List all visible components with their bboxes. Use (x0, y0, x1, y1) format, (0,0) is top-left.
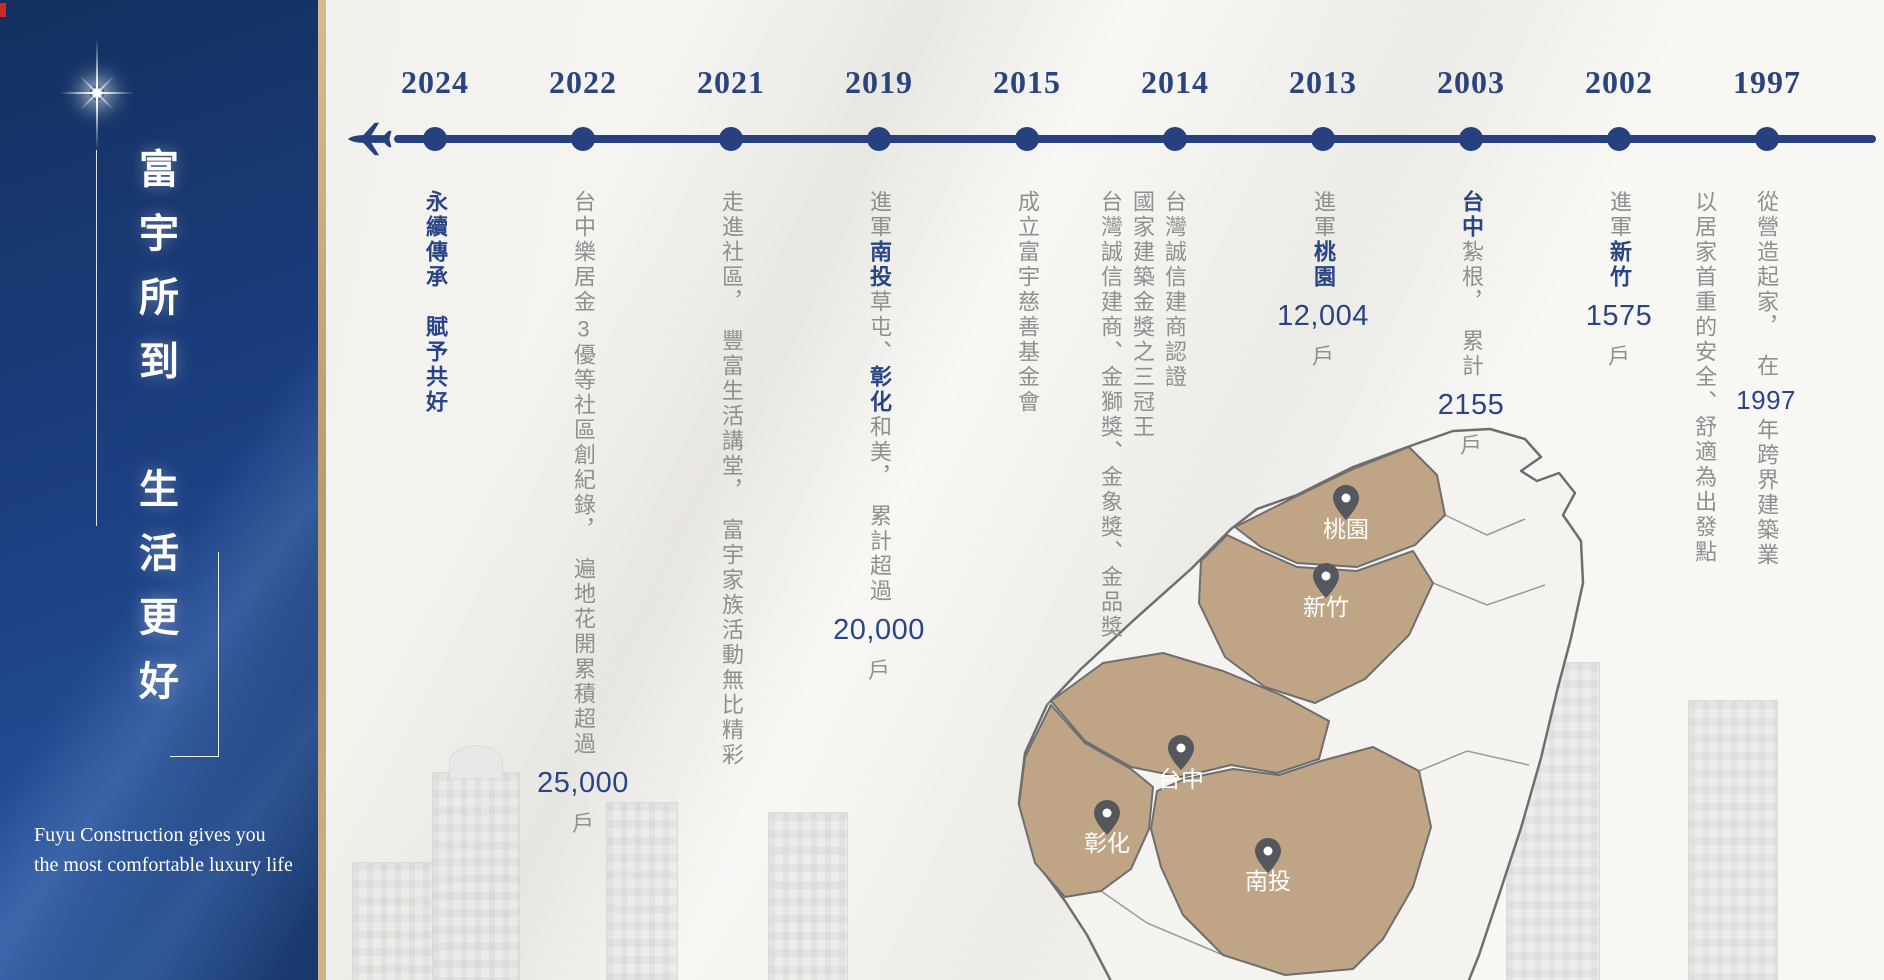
red-corner-mark (0, 3, 6, 17)
entry-2003-text: 台中紮根， 累計 (1458, 190, 1484, 379)
entry-2014: 台灣誠信建商認證 國家建築金獎之三冠王 台灣誠信建商、金獅獎、金象獎、金品獎 (1094, 190, 1190, 640)
timeline-dot (1163, 127, 1187, 151)
entry-2014-text: 台灣誠信建商認證 國家建築金獎之三冠王 台灣誠信建商、金獅獎、金象獎、金品獎 (1098, 190, 1187, 640)
bracket-decoration (170, 756, 219, 757)
entry-2021-text: 走進社區， 豐富生活講堂， 富宇家族活動無比精彩 (719, 190, 744, 768)
year-label-2003: 2003 (1437, 64, 1505, 100)
building-illustration (768, 812, 848, 980)
sidebar-vertical-line (96, 150, 97, 526)
dome-building-illustration (432, 745, 520, 980)
entry-1997-number: 1997 (1736, 385, 1796, 415)
map-pin-taichung: 台中 (1158, 735, 1204, 792)
entry-1997-column2: 以居家首重的安全、舒適為出發點 (1692, 190, 1718, 565)
entry-2022: 台中樂居金3優等社區創紀錄， 遍地花開累積超過 25,000 戶 (537, 190, 629, 838)
year-label-2014: 2014 (1141, 64, 1209, 100)
entry-2022-unit: 戶 (571, 811, 595, 836)
entry-2022-text: 台中樂居金3優等社區創紀錄， 遍地花開累積超過 (570, 190, 596, 757)
timeline-line (394, 135, 1876, 143)
building-illustration (606, 802, 678, 980)
entry-2015-text: 成立富宇慈善基金會 (1015, 190, 1040, 415)
entry-2002-number: 1575 (1585, 300, 1653, 332)
entry-1997: 以居家首重的安全、舒適為出發點 從營造起家， 在 1997 年跨界建築業 (1688, 190, 1796, 568)
year-label-2013: 2013 (1289, 64, 1357, 100)
entry-2002-unit: 戶 (1607, 344, 1631, 369)
entry-2024-text: 永續傳承 賦予共好 (423, 190, 448, 415)
entry-2013: 進軍桃園 12,004 戶 (1277, 190, 1369, 371)
entry-2019: 進軍南投草屯、彰化和美， 累計超過 20,000 戶 (833, 190, 925, 685)
taiwan-map: 桃園 新竹 台中 彰化 南投 (1017, 427, 1585, 980)
timeline-dot (571, 127, 595, 151)
year-label-2019: 2019 (845, 64, 913, 100)
year-label-2002: 2002 (1585, 64, 1653, 100)
year-label-2024: 2024 (401, 64, 469, 100)
entry-2013-unit: 戶 (1311, 344, 1335, 369)
entry-2015: 成立富宇慈善基金會 (1011, 190, 1043, 415)
map-label-nantou: 南投 (1245, 868, 1291, 894)
timeline-dot (423, 127, 447, 151)
entry-2013-text: 進軍桃園 (1310, 190, 1336, 290)
timeline-dot (1755, 127, 1779, 151)
building-illustration (1688, 700, 1778, 980)
timeline-dot (1607, 127, 1631, 151)
sidebar: 富宇所到 生活更好 Fuyu Construction gives you th… (0, 0, 318, 980)
timeline-dot (1015, 127, 1039, 151)
entry-2013-number: 12,004 (1277, 300, 1369, 332)
map-pin-changhua: 彰化 (1084, 800, 1130, 856)
entry-2019-unit: 戶 (867, 658, 891, 683)
map-pin-nantou: 南投 (1245, 838, 1291, 894)
timeline-dot (719, 127, 743, 151)
map-label-taoyuan: 桃園 (1323, 516, 1369, 542)
year-label-2022: 2022 (549, 64, 617, 100)
county-hsinchu (1198, 534, 1434, 704)
sidebar-title: 富宇所到 生活更好 (133, 148, 177, 724)
sidebar-caption: Fuyu Construction gives you the most com… (34, 824, 293, 876)
map-label-taichung: 台中 (1158, 766, 1204, 792)
entry-2003: 台中紮根， 累計 2155 戶 (1438, 190, 1505, 460)
map-pin-taoyuan: 桃園 (1323, 485, 1369, 542)
year-label-2015: 2015 (993, 64, 1061, 100)
year-label-2021: 2021 (697, 64, 765, 100)
county-nantou (1150, 746, 1432, 976)
map-pin-hsinchu: 新竹 (1303, 563, 1349, 620)
building-illustration (352, 862, 434, 980)
timeline-dot (1459, 127, 1483, 151)
timeline-dot (867, 127, 891, 151)
entry-2019-number: 20,000 (833, 614, 925, 646)
entry-2022-number: 25,000 (537, 767, 629, 799)
bracket-decoration (218, 552, 219, 757)
sidebar-streaks (0, 0, 318, 980)
airplane-icon (347, 122, 392, 156)
map-label-changhua: 彰化 (1084, 830, 1130, 856)
entry-2002: 進軍新竹 1575 戶 (1586, 190, 1653, 371)
entry-2003-number: 2155 (1437, 389, 1505, 421)
year-label-1997: 1997 (1733, 64, 1801, 100)
county-taichung (1050, 652, 1330, 778)
county-changhua (1018, 704, 1154, 898)
entry-1997-column1: 從營造起家， 在 1997 年跨界建築業 (1736, 190, 1796, 568)
map-label-hsinchu: 新竹 (1303, 594, 1349, 620)
entry-2021: 走進社區， 豐富生活講堂， 富宇家族活動無比精彩 (715, 190, 747, 768)
gold-border (318, 0, 326, 980)
entry-2003-unit: 戶 (1459, 433, 1483, 458)
entry-2019-text: 進軍南投草屯、彰化和美， 累計超過 (866, 190, 892, 604)
entry-2002-text: 進軍新竹 (1606, 190, 1632, 290)
entry-2024: 永續傳承 賦予共好 (419, 190, 451, 415)
timeline-dot (1311, 127, 1335, 151)
